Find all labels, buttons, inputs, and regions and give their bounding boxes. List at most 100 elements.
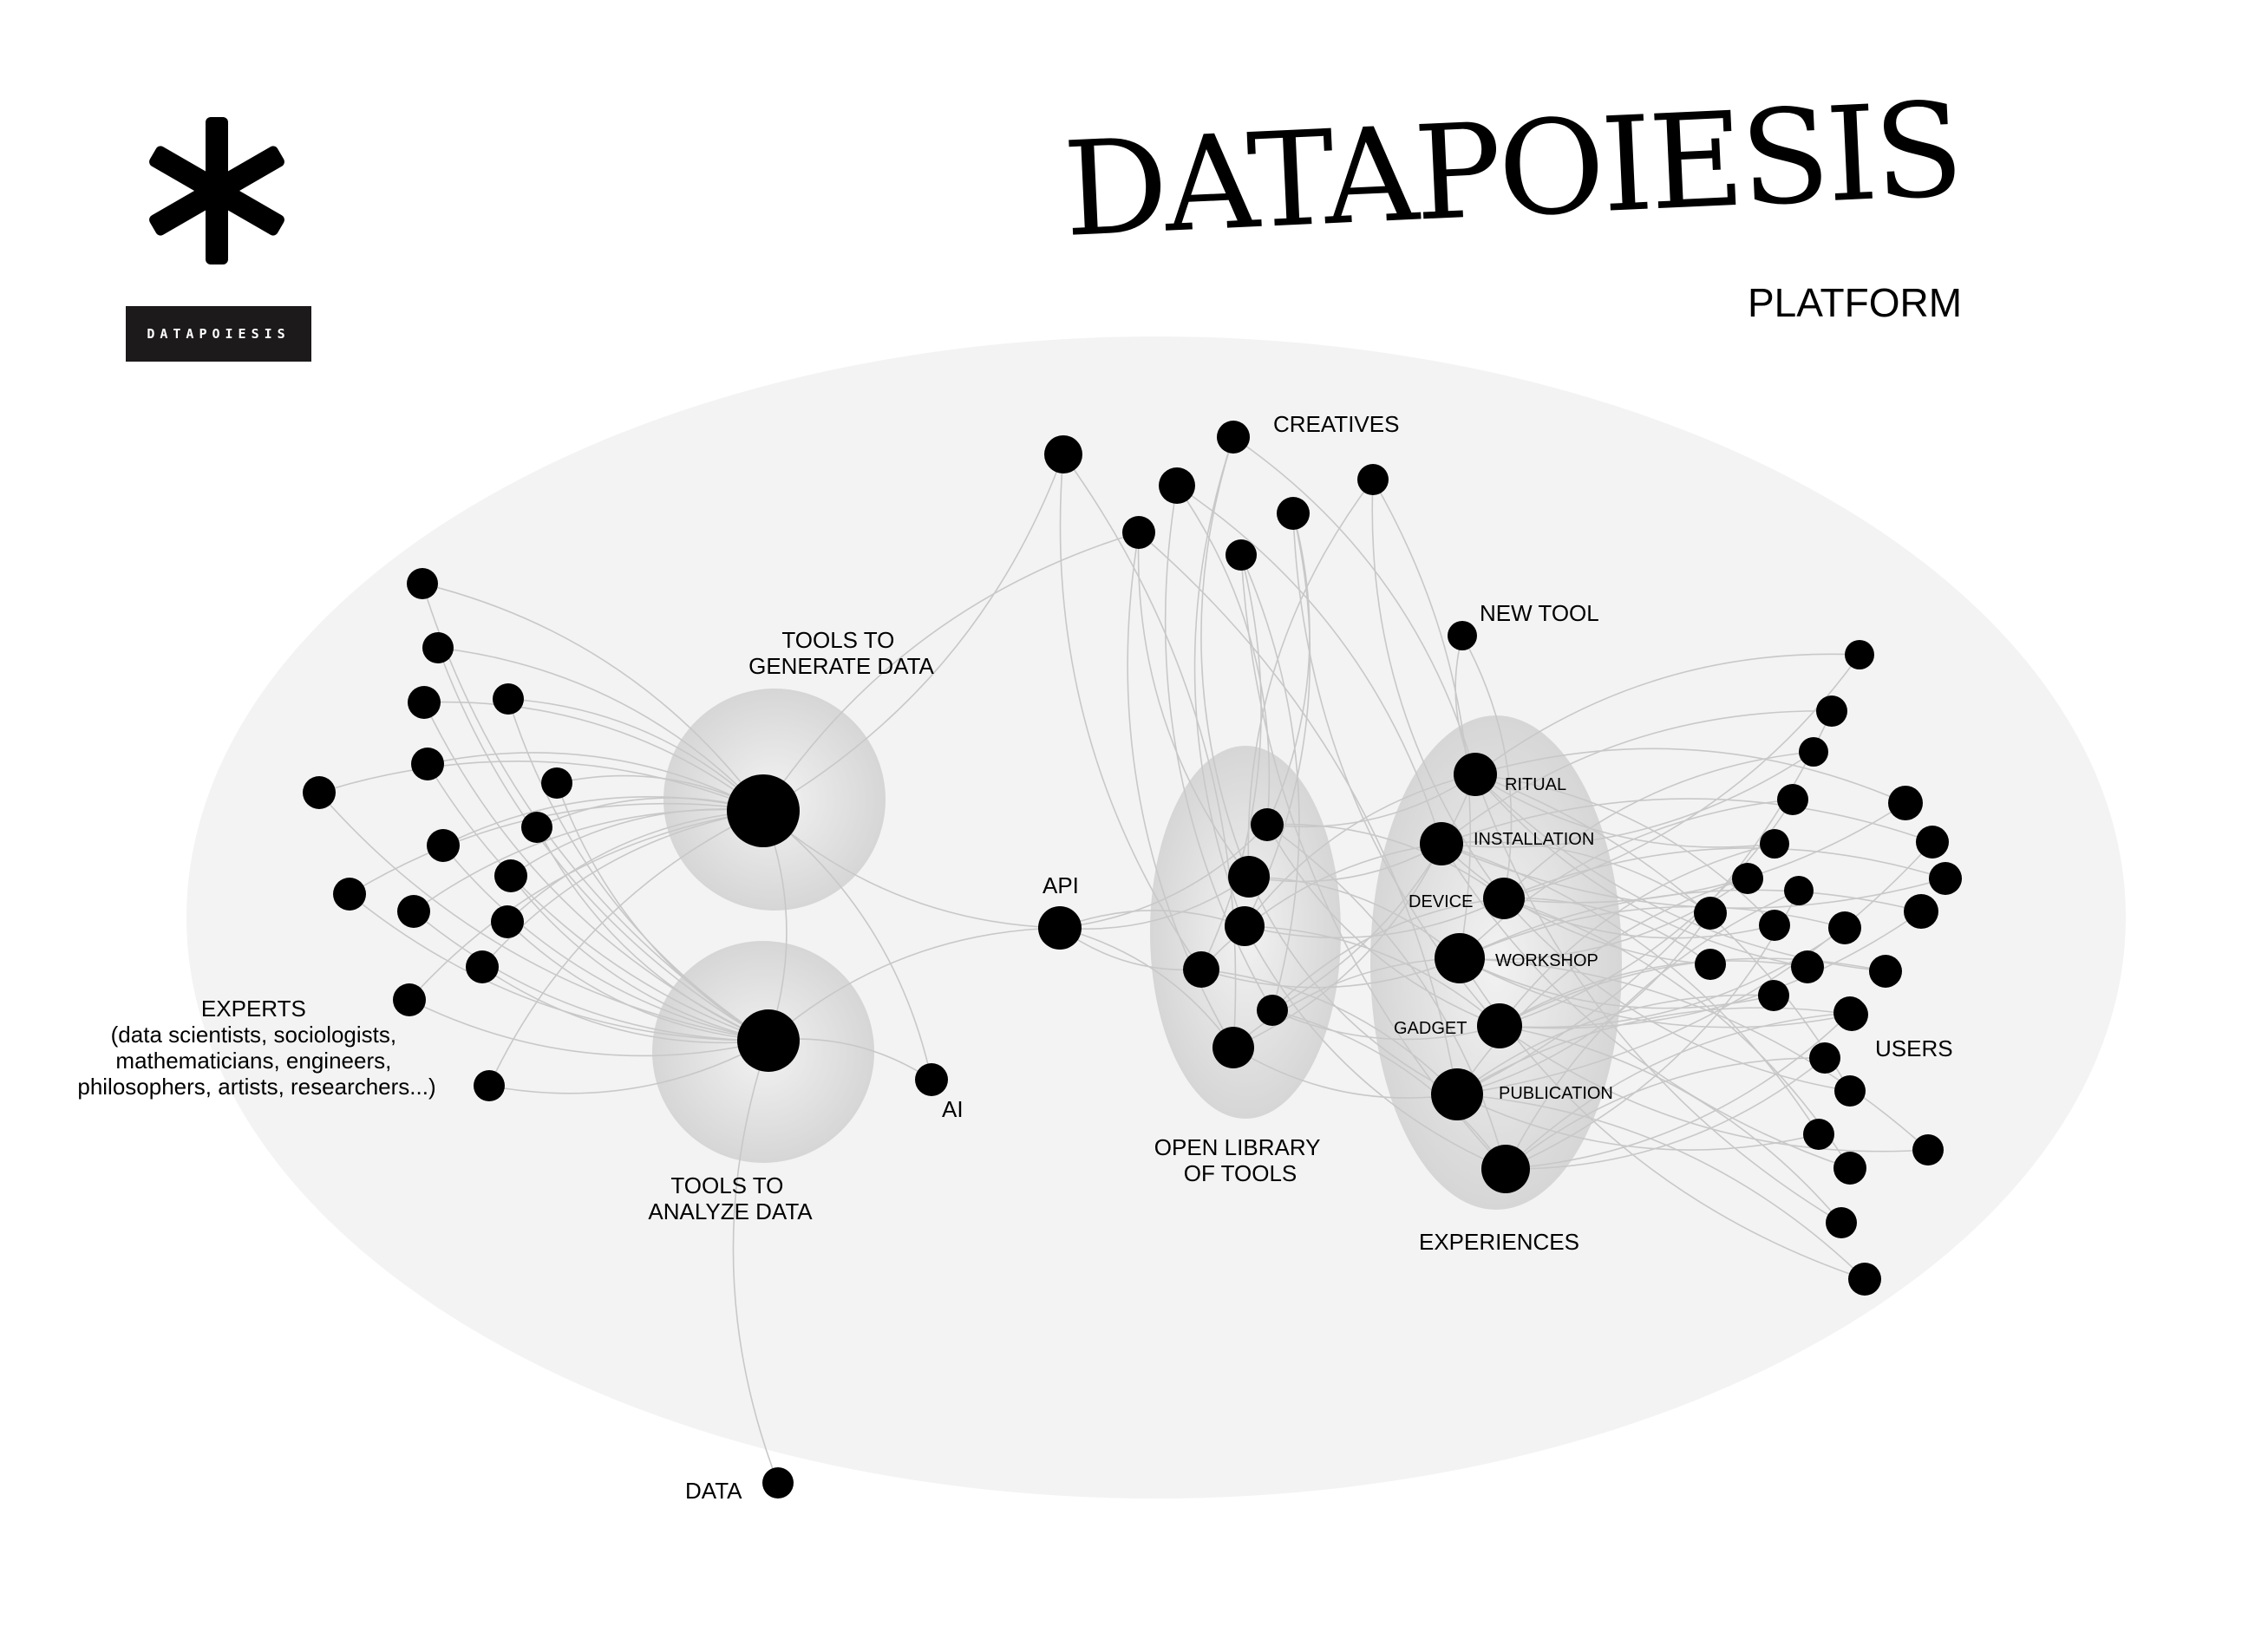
- connection-edge: [1059, 927, 1234, 1048]
- node-e5: [411, 748, 444, 780]
- connection-edge: [1232, 957, 1461, 1048]
- connection-edge: [536, 826, 769, 1041]
- connection-edge: [732, 1040, 779, 1484]
- workshop-label: WORKSHOP: [1495, 951, 1598, 970]
- connection-edge: [1459, 957, 1853, 1028]
- connection-edge: [1266, 824, 1507, 1170]
- node-e1: [407, 568, 438, 599]
- node-l5: [1257, 995, 1288, 1026]
- connection-edge: [1461, 635, 1513, 899]
- node-x4: [1435, 933, 1485, 983]
- connection-edge: [1244, 774, 1476, 927]
- node-e9: [521, 812, 552, 843]
- connection-edge: [1474, 774, 1775, 926]
- connection-edge: [762, 810, 1061, 929]
- users-label: USERS: [1875, 1035, 1953, 1061]
- node-l6: [1212, 1027, 1254, 1068]
- connection-edge: [1499, 1025, 1842, 1224]
- connection-edge: [1441, 840, 1711, 914]
- node-c4: [1357, 464, 1389, 495]
- node-e3: [408, 686, 441, 719]
- node-u27: [1848, 1263, 1881, 1296]
- connection-edge: [1062, 454, 1237, 1048]
- connection-edge: [422, 583, 764, 812]
- connection-edge: [1499, 1025, 1929, 1152]
- tools-analyze-label: TOOLS TO ANALYZE DATA: [648, 1172, 813, 1224]
- connection-edge: [1248, 876, 1458, 1095]
- node-x6: [1431, 1068, 1483, 1120]
- connection-edge: [1059, 876, 1250, 930]
- connection-edge: [1474, 774, 1851, 1092]
- connection-edge: [1505, 1057, 1826, 1170]
- node-u26: [1826, 1207, 1857, 1238]
- connection-edge: [507, 810, 764, 923]
- connection-edge: [1505, 1012, 1851, 1170]
- connection-edge: [507, 698, 769, 1041]
- connection-edge: [427, 752, 764, 812]
- node-data: [762, 1467, 794, 1499]
- node-u15: [1888, 786, 1923, 820]
- publication-label: PUBLICATION: [1499, 1084, 1613, 1103]
- connection-edge: [1474, 748, 1906, 804]
- node-e10: [494, 859, 527, 892]
- connection-edge: [1474, 774, 1842, 1224]
- node-c3: [1159, 467, 1195, 504]
- connection-edge: [1266, 824, 1500, 1027]
- node-u7: [1784, 876, 1814, 905]
- data-label: DATA: [685, 1478, 742, 1504]
- device-label: DEVICE: [1409, 892, 1473, 911]
- connection-edge: [1200, 843, 1442, 970]
- connection-edge: [481, 966, 769, 1044]
- connection-edge: [1459, 957, 1929, 1151]
- connection-edge: [1459, 889, 1922, 959]
- connection-edge: [1372, 479, 1472, 959]
- node-e8: [427, 829, 460, 862]
- node-u22: [1834, 1075, 1866, 1107]
- connection-edge: [413, 911, 769, 1041]
- node-c1: [1044, 435, 1082, 473]
- connection-edge: [1248, 843, 1442, 883]
- connection-edge: [510, 875, 769, 1041]
- node-layer: [303, 421, 1962, 1499]
- connection-edge: [1200, 436, 1250, 878]
- connection-edge: [1232, 843, 1442, 1048]
- connection-edge: [762, 454, 1064, 812]
- connection-edge: [1271, 1009, 1500, 1041]
- connection-edge: [1505, 1012, 1851, 1170]
- connection-edge: [437, 647, 764, 812]
- node-u18: [1904, 894, 1938, 929]
- connection-edge: [556, 782, 769, 1041]
- experiences-label: EXPERIENCES: [1419, 1229, 1579, 1255]
- connection-edge: [1271, 1009, 1507, 1170]
- connection-edge: [507, 698, 764, 812]
- connection-edge: [1247, 479, 1374, 878]
- connection-edge: [1266, 823, 1505, 899]
- connection-edge: [762, 810, 932, 1081]
- gadget-label: GADGET: [1394, 1019, 1467, 1038]
- node-e12: [397, 895, 430, 928]
- connection-edge: [349, 802, 764, 895]
- node-l2: [1228, 856, 1270, 898]
- node-ana: [737, 1009, 800, 1072]
- node-l3: [1225, 906, 1265, 946]
- node-u20: [1835, 998, 1868, 1031]
- page-subtitle: PLATFORM: [1748, 280, 1963, 325]
- node-e4: [493, 683, 524, 715]
- node-c6: [1122, 516, 1155, 549]
- api-label: API: [1043, 872, 1079, 898]
- connection-edge: [1200, 554, 1262, 970]
- experts-label: EXPERTS (data scientists, sociologists, …: [77, 996, 435, 1100]
- connection-edge: [1505, 1057, 1826, 1170]
- open-library-label: OPEN LIBRARY OF TOOLS: [1154, 1134, 1326, 1186]
- connection-edge: [409, 999, 769, 1057]
- ritual-label: RITUAL: [1505, 775, 1566, 794]
- node-e14: [466, 950, 499, 983]
- connection-edge: [1456, 1094, 1820, 1151]
- page-title: DATAPOIESIS: [1060, 75, 1964, 266]
- connection-edge: [1456, 841, 1933, 1095]
- node-u9: [1694, 897, 1727, 930]
- node-u3: [1799, 737, 1828, 767]
- node-c5: [1277, 497, 1310, 530]
